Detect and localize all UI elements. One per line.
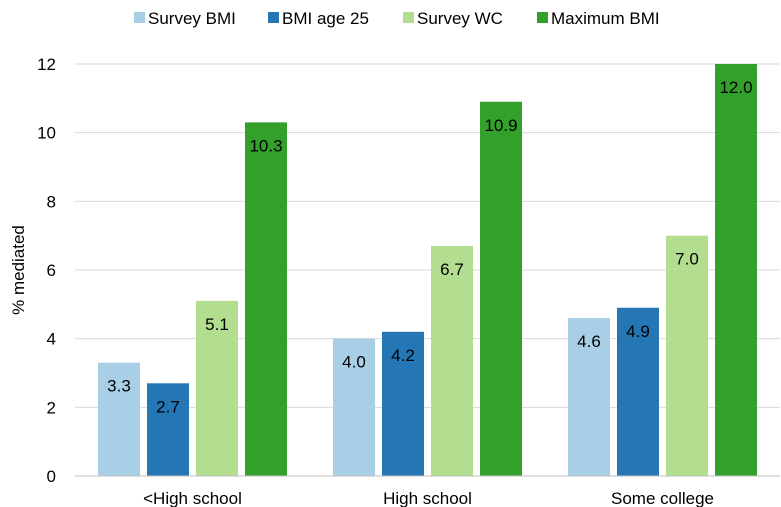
data-label: 4.9 [626,322,650,341]
bar-survey-bmi [98,362,140,476]
x-category-label: <High school [143,489,242,507]
y-tick-label: 4 [47,330,56,349]
bar-maximum-bmi [245,122,287,476]
legend-label: Survey BMI [148,9,236,28]
legend-label: Survey WC [417,9,503,28]
data-label: 4.2 [391,346,415,365]
y-tick-label: 0 [47,467,56,486]
y-tick-label: 8 [47,192,56,211]
legend: Survey BMI BMI age 25 Survey WC Maximum BMI [134,9,660,28]
x-category-label: Some college [611,489,714,507]
x-category-label: High school [383,489,472,507]
y-tick-label: 2 [47,398,56,417]
data-label: 12.0 [719,78,752,97]
data-label: 4.0 [342,353,366,372]
bars [98,64,757,477]
bar-survey-bmi [333,338,375,476]
y-axis-ticks: 0 2 4 6 8 10 12 [37,55,56,486]
bar-maximum-bmi [480,101,522,477]
bar-maximum-bmi [715,64,757,476]
bar-survey-wc [666,235,708,476]
legend-swatch [134,12,145,23]
data-label: 4.6 [577,332,601,351]
data-label: 7.0 [675,250,699,269]
x-axis-categories: <High school High school Some college [143,489,714,507]
data-label: 5.1 [205,315,229,334]
y-axis-label: % mediated [9,225,28,315]
bar-bmi-age-25 [382,331,424,476]
legend-label: Maximum BMI [551,9,660,28]
bar-survey-bmi [568,318,610,476]
y-tick-label: 12 [37,55,56,74]
data-labels: 3.3 2.7 5.1 10.3 4.0 4.2 6.7 10.9 4.6 4.9 7.0 12.0 [107,78,752,416]
legend-swatch [537,12,548,23]
data-label: 10.3 [249,136,282,155]
bar-survey-wc [196,300,238,476]
bar-bmi-age-25 [147,383,189,476]
gridlines [75,63,780,408]
legend-swatch [403,12,414,23]
data-label: 3.3 [107,377,131,396]
data-label: 2.7 [156,397,180,416]
bar-bmi-age-25 [617,307,659,476]
legend-label: BMI age 25 [282,9,369,28]
data-label: 10.9 [484,116,517,135]
y-tick-label: 10 [37,124,56,143]
data-label: 6.7 [440,260,464,279]
bar-survey-wc [431,245,473,476]
y-tick-label: 6 [47,261,56,280]
legend-swatch [268,12,279,23]
